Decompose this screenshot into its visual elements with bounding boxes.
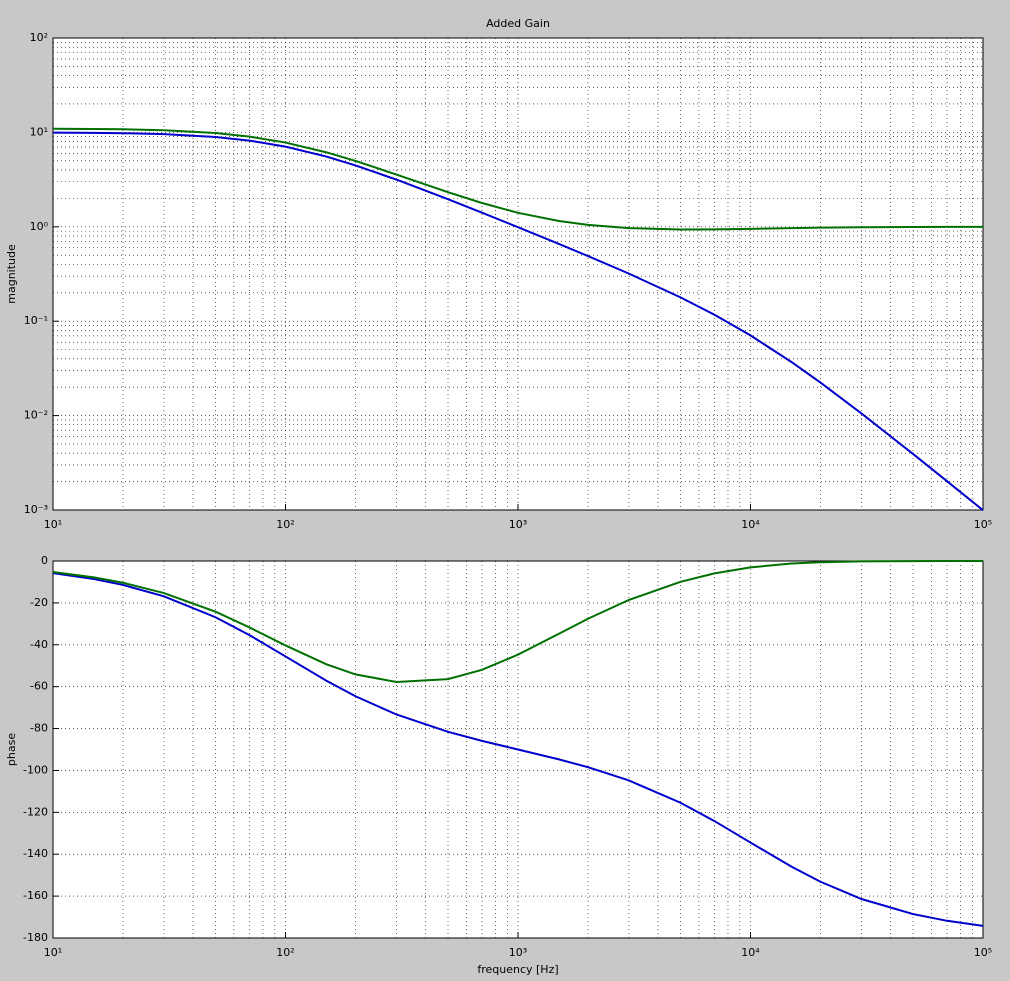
y-tick-label: 10⁻³: [24, 503, 48, 516]
y-tick-label: -140: [23, 847, 48, 860]
x-tick-label: 10¹: [44, 518, 62, 531]
x-tick-label: 10²: [276, 518, 294, 531]
y-tick-label: -160: [23, 889, 48, 902]
data-line: [52, 127, 984, 231]
y-tick-label: 10²: [30, 31, 48, 44]
axes-frame: [52, 560, 984, 939]
x-tick-label: 10⁵: [974, 518, 992, 531]
x-tick-label: 10³: [509, 518, 527, 531]
y-tick-label: -80: [30, 722, 48, 735]
y-tick-label: 10⁰: [30, 220, 49, 233]
x-tick-label: 10³: [509, 946, 527, 959]
chart-title: Added Gain: [486, 17, 550, 30]
x-tick-label: 10⁴: [741, 518, 760, 531]
axes-frame: [52, 37, 984, 511]
y-tick-label: -100: [23, 763, 48, 776]
x-tick-label: 10⁵: [974, 946, 992, 959]
y-tick-label: 10⁻²: [24, 409, 48, 422]
y-axis-label: magnitude: [5, 244, 18, 304]
y-tick-label: 10¹: [30, 125, 48, 138]
y-tick-label: -20: [30, 596, 48, 609]
x-axis-label: frequency [Hz]: [477, 963, 558, 976]
x-tick-label: 10¹: [44, 946, 62, 959]
x-tick-label: 10²: [276, 946, 294, 959]
y-axis-label: phase: [5, 733, 18, 766]
data-line: [52, 572, 984, 927]
y-tick-label: -40: [30, 638, 48, 651]
y-tick-label: 10⁻¹: [24, 314, 48, 327]
data-line: [52, 131, 984, 511]
y-tick-label: -120: [23, 805, 48, 818]
data-line: [52, 560, 984, 684]
y-tick-label: 0: [41, 554, 48, 567]
y-tick-label: -180: [23, 931, 48, 944]
x-tick-label: 10⁴: [741, 946, 760, 959]
y-tick-label: -60: [30, 680, 48, 693]
